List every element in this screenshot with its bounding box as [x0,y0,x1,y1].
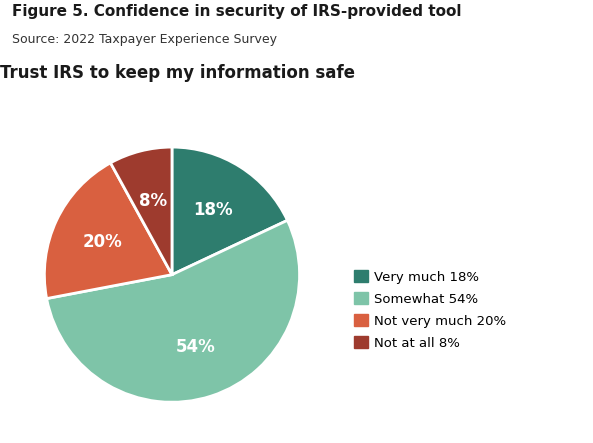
Wedge shape [172,147,288,275]
Text: 54%: 54% [176,338,215,357]
Wedge shape [110,147,172,275]
Wedge shape [44,163,172,299]
Text: 8%: 8% [139,191,167,210]
Wedge shape [47,220,299,402]
Text: 20%: 20% [83,233,123,251]
Text: 18%: 18% [193,201,233,219]
Text: Figure 5. Confidence in security of IRS-provided tool: Figure 5. Confidence in security of IRS-… [12,4,461,19]
Legend: Very much 18%, Somewhat 54%, Not very much 20%, Not at all 8%: Very much 18%, Somewhat 54%, Not very mu… [350,266,511,354]
Text: Trust IRS to keep my information safe: Trust IRS to keep my information safe [1,64,355,82]
Text: Source: 2022 Taxpayer Experience Survey: Source: 2022 Taxpayer Experience Survey [12,33,277,46]
